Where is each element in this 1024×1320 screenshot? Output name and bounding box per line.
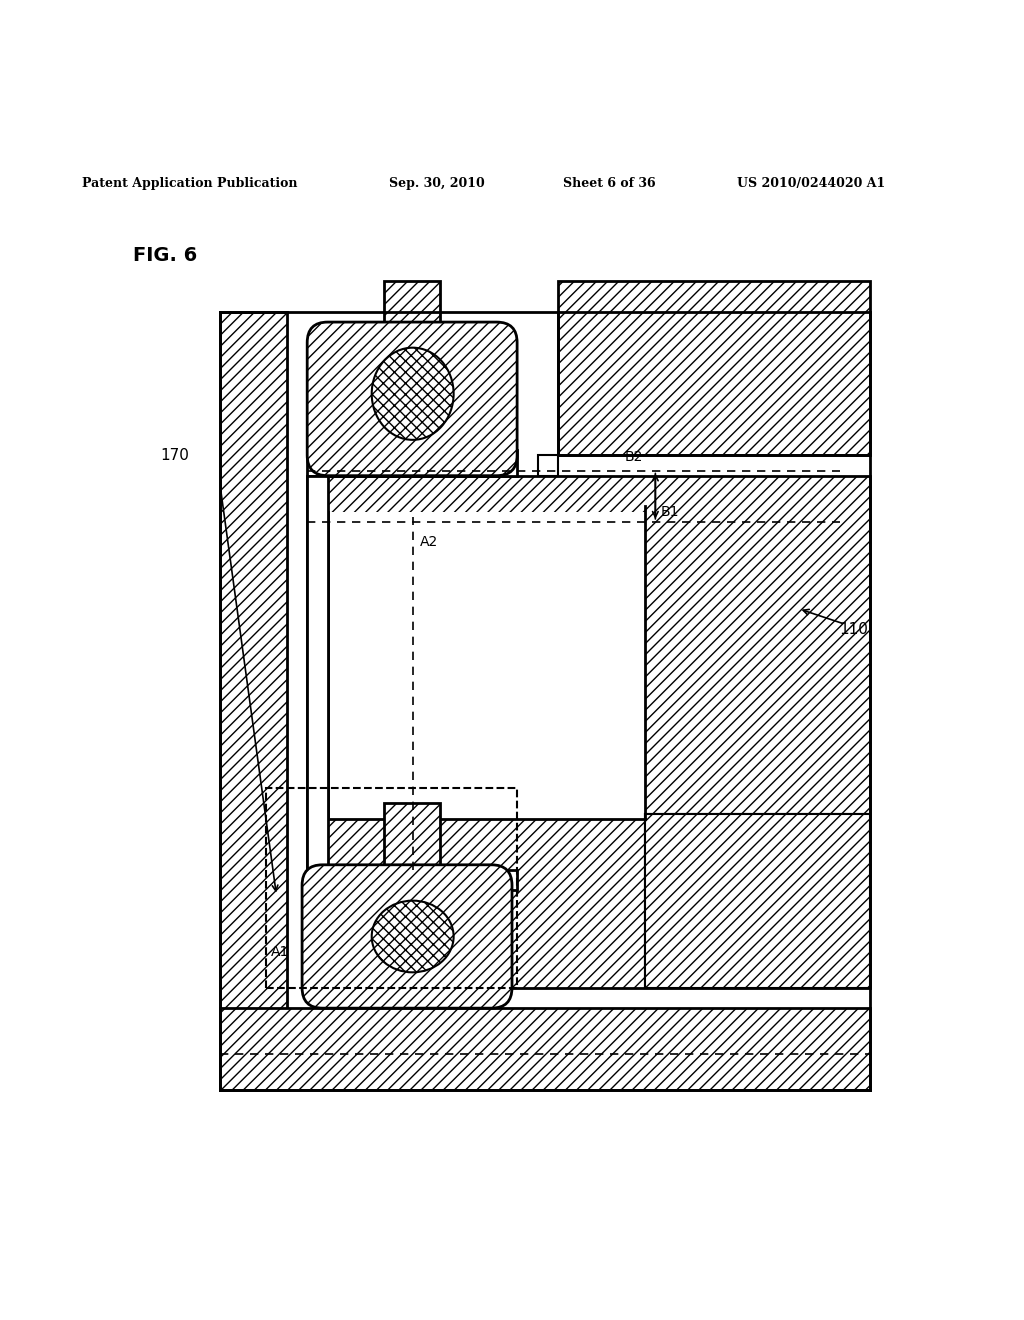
Bar <box>558 281 870 455</box>
Bar <box>220 1008 870 1090</box>
Text: B2: B2 <box>625 450 643 465</box>
Bar <box>220 312 287 1090</box>
FancyBboxPatch shape <box>307 322 517 475</box>
Bar <box>645 813 870 987</box>
Bar <box>645 813 870 987</box>
Bar <box>384 281 440 434</box>
Text: A1: A1 <box>271 945 290 958</box>
Text: 170: 170 <box>161 447 189 463</box>
Text: B1: B1 <box>660 504 679 519</box>
Bar <box>384 804 440 895</box>
FancyBboxPatch shape <box>302 865 512 1008</box>
Ellipse shape <box>372 900 454 973</box>
Text: Sheet 6 of 36: Sheet 6 of 36 <box>563 177 655 190</box>
Bar <box>307 475 328 987</box>
Text: FIG. 6: FIG. 6 <box>133 246 198 265</box>
Bar <box>328 512 645 818</box>
Text: A2: A2 <box>420 535 438 549</box>
Bar <box>538 455 558 475</box>
Bar <box>307 870 517 891</box>
Text: Sep. 30, 2010: Sep. 30, 2010 <box>389 177 485 190</box>
Text: US 2010/0244020 A1: US 2010/0244020 A1 <box>737 177 886 190</box>
Text: 110: 110 <box>840 622 868 636</box>
Bar <box>307 450 517 475</box>
Text: Patent Application Publication: Patent Application Publication <box>82 177 297 190</box>
Bar <box>307 475 870 987</box>
Ellipse shape <box>372 347 454 440</box>
Bar <box>266 788 517 987</box>
